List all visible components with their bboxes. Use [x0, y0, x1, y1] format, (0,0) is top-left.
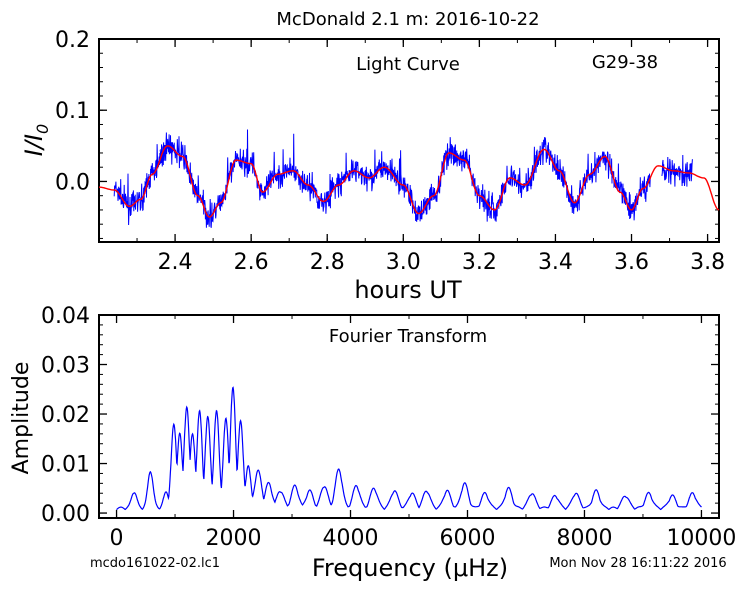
svg-text:I/I0: I/I0 — [20, 124, 52, 156]
light-curve-fit-series — [99, 145, 720, 218]
light-curve-panel: 2.4 2.6 2.8 3.0 3.2 3.4 3.6 3.8 0.0 0.1 0.2 Light … — [20, 28, 725, 304]
fourier-x-tick-label: 0 — [110, 526, 124, 551]
light-curve-x-tick-label: 3.2 — [462, 250, 497, 275]
fourier-x-axis-title: Frequency (μHz) — [312, 554, 508, 582]
fourier-x-tick-label: 8000 — [556, 526, 612, 551]
light-curve-data-series — [475, 137, 598, 222]
fourier-y-tick-label: 0.04 — [41, 304, 90, 329]
fourier-amplitude-series — [116, 386, 702, 511]
light-curve-y-tick-label: 0.1 — [55, 99, 90, 124]
fourier-plot: 0 2000 4000 6000 8000 10000 0.00 0.01 0.02 0.03 0.… — [41, 304, 736, 551]
source-filename: mcdo161022-02.lc1 — [90, 556, 220, 571]
fourier-x-tick-label: 4000 — [323, 526, 379, 551]
light-curve-data-series — [113, 144, 165, 226]
light-curve-annotation: Light Curve — [356, 54, 460, 75]
light-curve-y-tick-label: 0.0 — [55, 170, 90, 195]
light-curve-data-series — [596, 151, 651, 221]
fourier-y-tick-label: 0.01 — [41, 453, 90, 478]
light-curve-plot: 2.4 2.6 2.8 3.0 3.2 3.4 3.6 3.8 0.0 0.1 0.2 — [55, 28, 725, 275]
fourier-x-tick-label: 2000 — [206, 526, 262, 551]
fourier-x-tick-label: 6000 — [439, 526, 495, 551]
light-curve-x-tick-label: 2.4 — [158, 250, 193, 275]
light-curve-x-axis-title: hours UT — [354, 276, 462, 304]
light-curve-y-axis-title: I/I0 — [20, 124, 52, 156]
fourier-x-tick-label: 10000 — [666, 526, 736, 551]
fourier-panel: 0 2000 4000 6000 8000 10000 0.00 0.01 0.02 0.03 0.… — [9, 304, 736, 582]
timestamp: Mon Nov 28 16:11:22 2016 — [549, 556, 726, 571]
light-curve-y-tick-label: 0.2 — [55, 28, 90, 53]
light-curve-x-tick-label: 3.4 — [538, 250, 573, 275]
fourier-y-tick-label: 0.03 — [41, 354, 90, 379]
fourier-y-axis-title: Amplitude — [9, 362, 34, 475]
fourier-y-tick-label: 0.02 — [41, 403, 90, 428]
light-curve-x-tick-label: 3.0 — [386, 250, 421, 275]
figure-title: McDonald 2.1 m: 2016-10-22 — [276, 9, 539, 30]
fourier-y-tick-label: 0.00 — [41, 502, 90, 527]
light-curve-x-tick-label: 3.8 — [690, 250, 725, 275]
object-name-label: G29-38 — [592, 52, 658, 73]
light-curve-x-tick-label: 2.6 — [234, 250, 269, 275]
light-curve-axes-frame — [98, 38, 720, 243]
light-curve-x-tick-label: 3.6 — [614, 250, 649, 275]
light-curve-x-tick-label: 2.8 — [310, 250, 345, 275]
light-curve-data-series — [159, 129, 477, 228]
fourier-annotation: Fourier Transform — [329, 326, 487, 347]
light-curve-data-series — [661, 154, 693, 187]
